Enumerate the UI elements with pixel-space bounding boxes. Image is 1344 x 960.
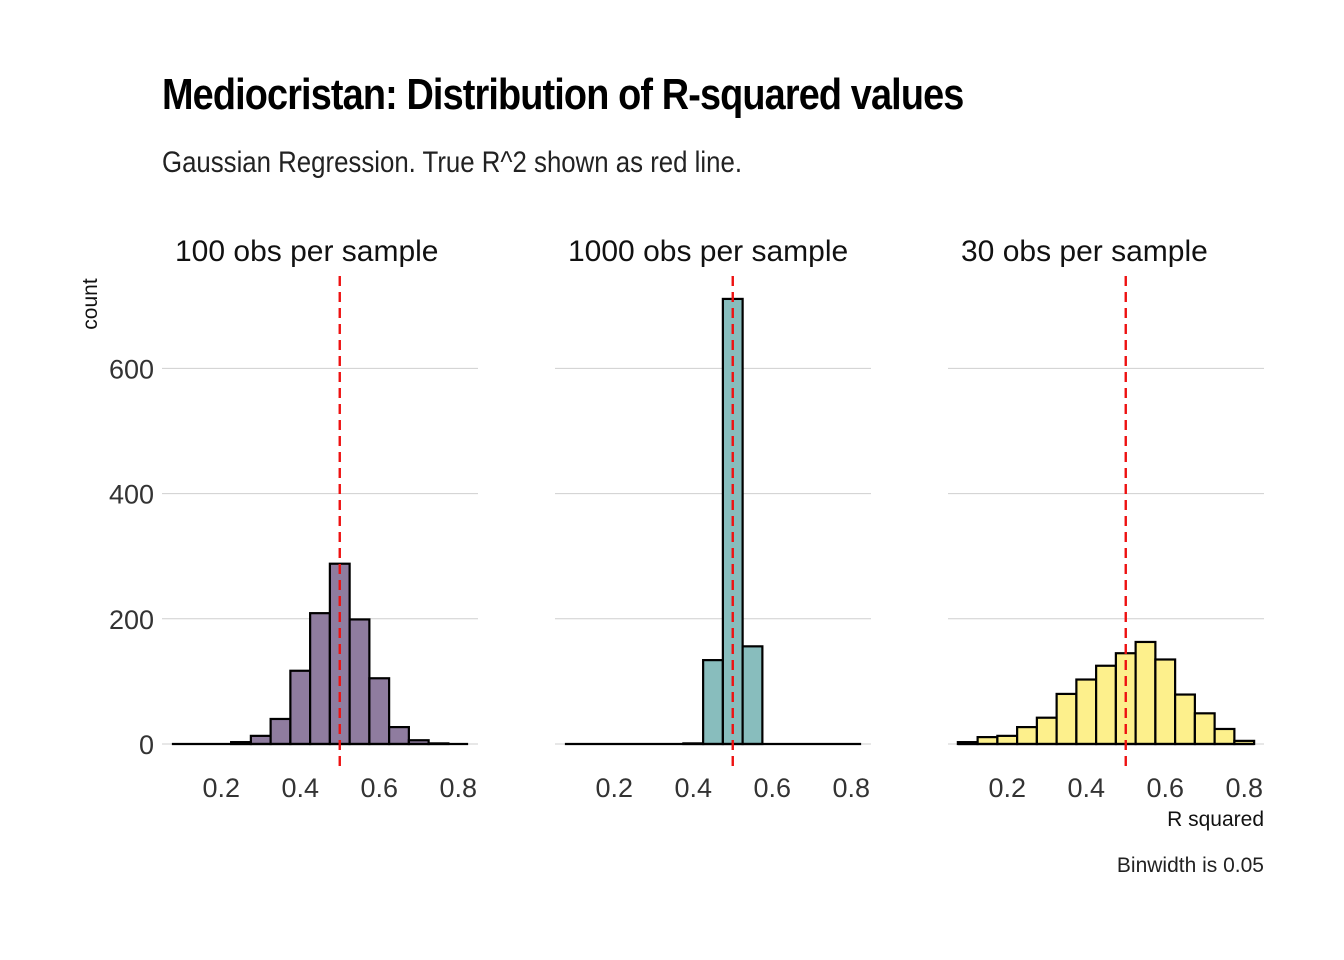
- x-tick-label: 0.4: [281, 773, 319, 803]
- y-tick-label: 400: [109, 480, 154, 510]
- facet-title: 1000 obs per sample: [568, 235, 848, 268]
- chart-caption: Binwidth is 0.05: [1116, 854, 1264, 877]
- x-tick-label: 0.4: [674, 773, 712, 803]
- x-tick-label: 0.8: [1225, 773, 1263, 803]
- histogram-bar: [1134, 640, 1157, 746]
- x-tick-label: 0.6: [753, 773, 791, 803]
- x-tick-label: 0.2: [988, 773, 1026, 803]
- histogram-bar: [1095, 664, 1117, 746]
- histogram-bar: [702, 659, 724, 746]
- histogram-bar: [348, 618, 371, 746]
- y-tick-label: 0: [139, 730, 154, 760]
- histogram-bar: [1174, 693, 1196, 746]
- histogram-bar: [1213, 727, 1236, 746]
- facet-panel: 30 obs per sample 0.2 0.4 0.6 0.8: [948, 235, 1264, 803]
- histogram-bar: [1193, 712, 1216, 746]
- y-tick-label: 200: [109, 605, 154, 635]
- facet-panels: 0 200 400 600 100 obs per sample 0.2 0.4 0.6 0.8…: [109, 235, 1264, 803]
- x-tick-label: 0.8: [832, 773, 870, 803]
- chart-subtitle: Gaussian Regression. True R^2 shown as r…: [162, 146, 743, 179]
- histogram-bar: [1154, 658, 1177, 746]
- x-tick-label: 0.8: [439, 773, 477, 803]
- x-tick-label: 0.2: [202, 773, 240, 803]
- y-axis-title: count: [79, 278, 102, 330]
- x-tick-label: 0.6: [1146, 773, 1184, 803]
- x-tick-label: 0.6: [360, 773, 398, 803]
- facet-title: 100 obs per sample: [175, 235, 439, 268]
- histogram-bar: [741, 645, 764, 746]
- histogram-bar: [388, 725, 410, 746]
- x-tick-label: 0.4: [1067, 773, 1105, 803]
- facet-panel: 0 200 400 600 100 obs per sample 0.2 0.4 0.6 0.8: [109, 235, 478, 803]
- histogram-bar: [1075, 678, 1098, 746]
- chart-title: Mediocristan: Distribution of R-squared …: [162, 70, 964, 119]
- histogram-bar: [269, 717, 292, 746]
- x-axis-title: R squared: [1167, 808, 1264, 831]
- histogram-bar: [309, 612, 331, 746]
- histogram-bar: [1055, 692, 1078, 746]
- histogram-bar: [1035, 716, 1058, 746]
- histogram-bar: [996, 734, 1019, 746]
- x-tick-label: 0.2: [595, 773, 633, 803]
- histogram-bar: [289, 669, 312, 746]
- facet-title: 30 obs per sample: [961, 235, 1208, 268]
- histogram-bar: [368, 677, 391, 746]
- y-tick-label: 600: [109, 354, 154, 384]
- histogram-bar: [249, 734, 272, 746]
- histogram-bar: [1016, 725, 1038, 746]
- facet-panel: 1000 obs per sample 0.2 0.4 0.6 0.8: [555, 235, 871, 803]
